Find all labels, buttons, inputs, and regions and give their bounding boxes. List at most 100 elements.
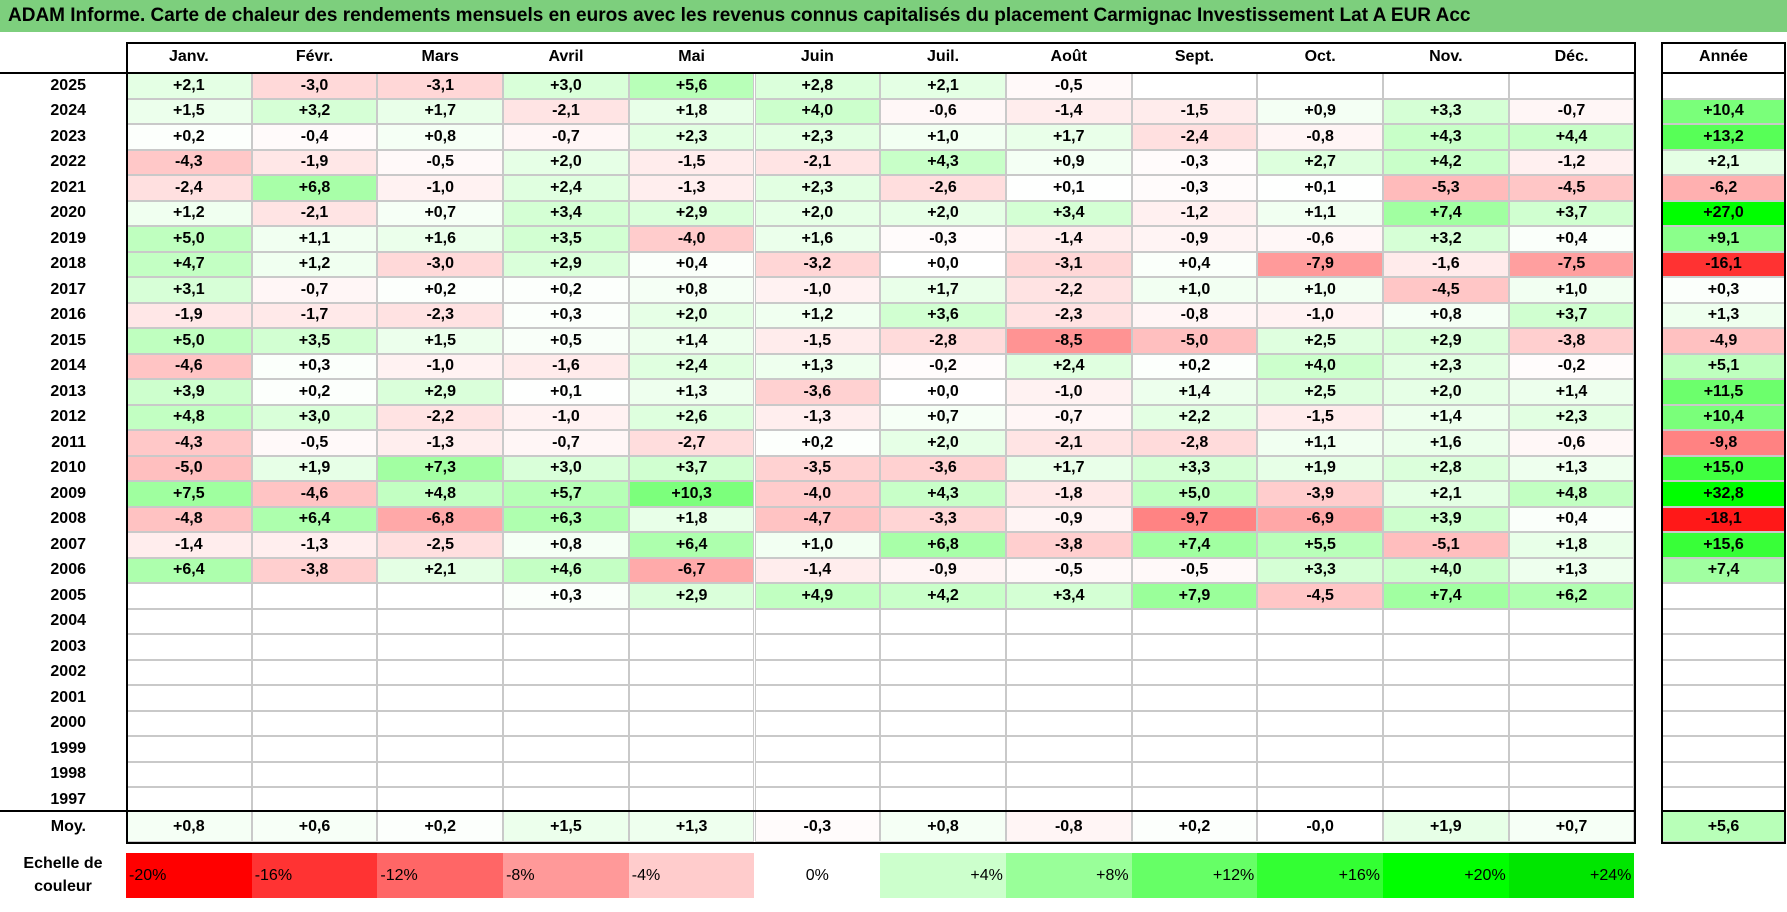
annual-cell: [1661, 634, 1786, 660]
heatmap-cell: +3,5: [251, 328, 378, 354]
year-label: 2014: [50, 357, 86, 375]
year-label: 2009: [50, 484, 86, 502]
heatmap-cell: +2,8: [1383, 455, 1509, 481]
annual-cell: [1661, 583, 1786, 609]
heatmap-cell: -1,0: [377, 353, 504, 379]
heatmap-cell: +6,8: [251, 175, 378, 201]
heatmap-cell: +5,0: [126, 328, 252, 354]
heatmap-cell: -3,6: [754, 379, 881, 405]
year-label: 1999: [50, 739, 86, 757]
heatmap-cell: +0,4: [1508, 506, 1635, 532]
annual-cell: [1661, 685, 1786, 711]
heatmap-cell: -1,0: [377, 175, 504, 201]
heatmap-cell: [628, 761, 755, 787]
heatmap-cell: +2,8: [754, 73, 881, 99]
average-cell: -0,3: [754, 811, 881, 842]
heatmap-cell: [126, 787, 252, 813]
heatmap-cell: +0,2: [503, 277, 629, 303]
heatmap-cell: -0,5: [377, 149, 504, 175]
heatmap-cell: [1257, 761, 1383, 787]
heatmap-cell: -5,0: [126, 455, 252, 481]
heatmap-cell: +4,2: [1383, 149, 1509, 175]
month-header: Juil.: [927, 48, 960, 65]
average-cell: +1,3: [628, 811, 755, 842]
heatmap-cell: [628, 787, 755, 813]
heatmap-cell: [251, 685, 378, 711]
year-label: 2005: [50, 586, 86, 604]
heatmap-cell: +2,7: [1257, 149, 1383, 175]
heatmap-cell: [377, 761, 504, 787]
heatmap-cell: +1,5: [377, 328, 504, 354]
heatmap-cell: -0,2: [1508, 353, 1635, 379]
heatmap-cell: [1383, 787, 1509, 813]
scale-swatch: +16%: [1257, 853, 1383, 898]
month-header: Nov.: [1429, 48, 1463, 65]
heatmap-cell: +2,2: [1131, 404, 1258, 430]
heatmap-cell: -0,7: [503, 430, 629, 456]
annual-cell: +11,5: [1661, 379, 1786, 405]
heatmap-cell: [377, 583, 504, 609]
year-label: 2010: [50, 459, 86, 477]
year-label: 2019: [50, 229, 86, 247]
heatmap-cell: [754, 710, 881, 736]
average-cell: +0,2: [377, 811, 504, 842]
month-header: Oct.: [1304, 48, 1336, 65]
heatmap-cell: -0,2: [880, 353, 1006, 379]
year-label: 2025: [50, 76, 86, 94]
heatmap-cell: -1,9: [126, 302, 252, 328]
annual-cell: [1661, 787, 1786, 813]
heatmap-cell: [251, 736, 378, 762]
heatmap-cell: +3,7: [628, 455, 755, 481]
heatmap-cell: +1,0: [754, 532, 881, 558]
annual-cell: +0,3: [1661, 277, 1786, 303]
heatmap-cell: +5,6: [628, 73, 755, 99]
annual-cell: [1661, 710, 1786, 736]
heatmap-cell: -2,8: [1131, 430, 1258, 456]
heatmap-cell: -4,5: [1508, 175, 1635, 201]
heatmap-cell: +1,8: [628, 98, 755, 124]
scale-swatch: +12%: [1131, 853, 1258, 898]
heatmap-cell: [251, 761, 378, 787]
heatmap-cell: [503, 608, 629, 634]
year-label: 2021: [50, 178, 86, 196]
heatmap-cell: -0,7: [251, 277, 378, 303]
heatmap-cell: [251, 710, 378, 736]
heatmap-cell: [126, 634, 252, 660]
heatmap-cell: +4,7: [126, 251, 252, 277]
heatmap-cell: -0,7: [1005, 404, 1132, 430]
heatmap-cell: +3,7: [1508, 302, 1635, 328]
heatmap-cell: [126, 583, 252, 609]
heatmap-cell: +3,4: [1005, 200, 1132, 226]
annual-cell: +9,1: [1661, 226, 1786, 252]
heatmap-cell: [377, 710, 504, 736]
heatmap-cell: +4,4: [1508, 124, 1635, 150]
scale-swatch: +20%: [1383, 853, 1509, 898]
heatmap-cell: [1131, 73, 1258, 99]
heatmap-cell: [628, 685, 755, 711]
heatmap-cell: -4,0: [754, 481, 881, 507]
annual-cell: +15,0: [1661, 455, 1786, 481]
heatmap-cell: -0,9: [1131, 226, 1258, 252]
heatmap-cell: [1508, 608, 1635, 634]
heatmap-cell: +2,1: [377, 557, 504, 583]
average-cell: -0,8: [1005, 811, 1132, 842]
heatmap-cell: -4,3: [126, 430, 252, 456]
heatmap-cell: -0,3: [880, 226, 1006, 252]
annual-cell: -18,1: [1661, 506, 1786, 532]
heatmap-cell: +4,3: [880, 149, 1006, 175]
heatmap-cell: [503, 685, 629, 711]
heatmap-cell: -3,5: [754, 455, 881, 481]
heatmap-cell: +0,1: [1257, 175, 1383, 201]
year-label: 2020: [50, 204, 86, 222]
heatmap-cell: -3,0: [251, 73, 378, 99]
heatmap-cell: +2,0: [880, 200, 1006, 226]
heatmap-cell: +7,9: [1131, 583, 1258, 609]
color-scale-label: Echelle de couleur: [23, 855, 103, 895]
heatmap-cell: +3,0: [251, 404, 378, 430]
heatmap-cell: [1005, 634, 1132, 660]
annual-cell: +10,4: [1661, 404, 1786, 430]
heatmap-cell: +1,4: [628, 328, 755, 354]
heatmap-cell: -0,8: [1131, 302, 1258, 328]
heatmap-cell: [1508, 787, 1635, 813]
heatmap-cell: +6,4: [126, 557, 252, 583]
